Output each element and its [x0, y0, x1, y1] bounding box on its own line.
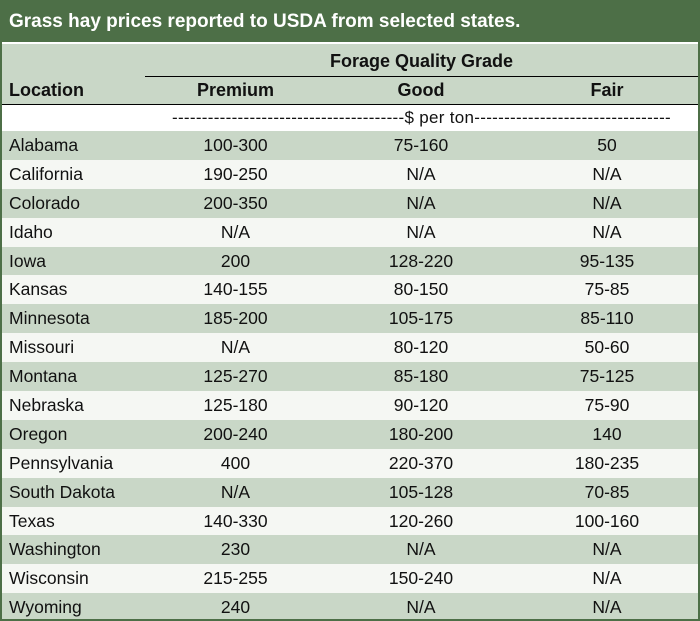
cell-fair: 50 — [516, 131, 698, 160]
cell-premium: 200 — [145, 247, 326, 276]
cell-premium: 230 — [145, 535, 326, 564]
table-row: Oregon200-240180-200140 — [2, 420, 698, 449]
cell-location: Iowa — [2, 247, 145, 276]
cell-fair: N/A — [516, 593, 698, 621]
cell-premium: N/A — [145, 218, 326, 247]
cell-good: 105-128 — [326, 478, 516, 507]
cell-location: Missouri — [2, 333, 145, 362]
cell-good: 120-260 — [326, 507, 516, 536]
table-row: Pennsylvania400220-370180-235 — [2, 449, 698, 478]
cell-good: 80-120 — [326, 333, 516, 362]
cell-good: 80-150 — [326, 275, 516, 304]
cell-premium: 125-270 — [145, 362, 326, 391]
cell-good: N/A — [326, 218, 516, 247]
table-row: Wyoming240N/AN/A — [2, 593, 698, 621]
cell-fair: 75-85 — [516, 275, 698, 304]
cell-good: 85-180 — [326, 362, 516, 391]
cell-fair: N/A — [516, 564, 698, 593]
cell-good: 90-120 — [326, 391, 516, 420]
cell-fair: 70-85 — [516, 478, 698, 507]
cell-fair: N/A — [516, 160, 698, 189]
table-title: Grass hay prices reported to USDA from s… — [2, 2, 698, 42]
table-row: California190-250N/AN/A — [2, 160, 698, 189]
cell-location: Pennsylvania — [2, 449, 145, 478]
cell-fair: 180-235 — [516, 449, 698, 478]
cell-fair: 75-90 — [516, 391, 698, 420]
column-header-premium: Premium — [145, 77, 326, 104]
cell-premium: 240 — [145, 593, 326, 621]
cell-location: Oregon — [2, 420, 145, 449]
cell-location: Washington — [2, 535, 145, 564]
unit-row: ---------------------------------------$… — [2, 104, 698, 131]
cell-good: N/A — [326, 535, 516, 564]
unit-label: ---------------------------------------$… — [145, 105, 698, 131]
cell-premium: N/A — [145, 333, 326, 362]
cell-good: 220-370 — [326, 449, 516, 478]
table-row: Iowa200128-22095-135 — [2, 247, 698, 276]
cell-premium: 140-155 — [145, 275, 326, 304]
group-header-forage-quality: Forage Quality Grade — [145, 46, 698, 77]
cell-location: Wisconsin — [2, 564, 145, 593]
cell-fair: N/A — [516, 535, 698, 564]
cell-good: N/A — [326, 189, 516, 218]
table-row: Alabama100-30075-16050 — [2, 131, 698, 160]
table-row: Montana125-27085-18075-125 — [2, 362, 698, 391]
cell-location: Alabama — [2, 131, 145, 160]
cell-location: Idaho — [2, 218, 145, 247]
cell-location: Kansas — [2, 275, 145, 304]
table-row: MissouriN/A80-12050-60 — [2, 333, 698, 362]
table-row: Minnesota185-200105-17585-110 — [2, 304, 698, 333]
cell-premium: N/A — [145, 478, 326, 507]
cell-good: 128-220 — [326, 247, 516, 276]
cell-location: Texas — [2, 507, 145, 536]
cell-good: N/A — [326, 593, 516, 621]
cell-fair: N/A — [516, 189, 698, 218]
cell-fair: 85-110 — [516, 304, 698, 333]
cell-fair: 50-60 — [516, 333, 698, 362]
column-header-fair: Fair — [516, 77, 698, 104]
cell-fair: 75-125 — [516, 362, 698, 391]
cell-good: N/A — [326, 160, 516, 189]
table-row: South DakotaN/A105-12870-85 — [2, 478, 698, 507]
cell-premium: 215-255 — [145, 564, 326, 593]
table-row: IdahoN/AN/AN/A — [2, 218, 698, 247]
cell-good: 105-175 — [326, 304, 516, 333]
cell-premium: 125-180 — [145, 391, 326, 420]
cell-premium: 140-330 — [145, 507, 326, 536]
cell-premium: 190-250 — [145, 160, 326, 189]
cell-location: Wyoming — [2, 593, 145, 621]
cell-location: Minnesota — [2, 304, 145, 333]
column-header-good: Good — [326, 77, 516, 104]
cell-location: South Dakota — [2, 478, 145, 507]
cell-good: 150-240 — [326, 564, 516, 593]
cell-location: Nebraska — [2, 391, 145, 420]
table-row: Texas140-330120-260100-160 — [2, 507, 698, 536]
cell-premium: 185-200 — [145, 304, 326, 333]
table-row: Washington230N/AN/A — [2, 535, 698, 564]
table-row: Colorado200-350N/AN/A — [2, 189, 698, 218]
cell-fair: 140 — [516, 420, 698, 449]
cell-premium: 400 — [145, 449, 326, 478]
cell-location: Montana — [2, 362, 145, 391]
table-row: Kansas140-15580-15075-85 — [2, 275, 698, 304]
cell-fair: 100-160 — [516, 507, 698, 536]
table-row: Nebraska125-18090-12075-90 — [2, 391, 698, 420]
table-row: Wisconsin215-255150-240N/A — [2, 564, 698, 593]
cell-location: California — [2, 160, 145, 189]
cell-good: 180-200 — [326, 420, 516, 449]
cell-premium: 200-240 — [145, 420, 326, 449]
cell-premium: 200-350 — [145, 189, 326, 218]
cell-location: Colorado — [2, 189, 145, 218]
table-header: Forage Quality Grade Location Premium Go… — [2, 42, 698, 104]
cell-fair: 95-135 — [516, 247, 698, 276]
cell-good: 75-160 — [326, 131, 516, 160]
column-header-location: Location — [9, 77, 84, 104]
cell-premium: 100-300 — [145, 131, 326, 160]
table-body: Alabama100-30075-16050California190-250N… — [2, 131, 698, 621]
cell-fair: N/A — [516, 218, 698, 247]
